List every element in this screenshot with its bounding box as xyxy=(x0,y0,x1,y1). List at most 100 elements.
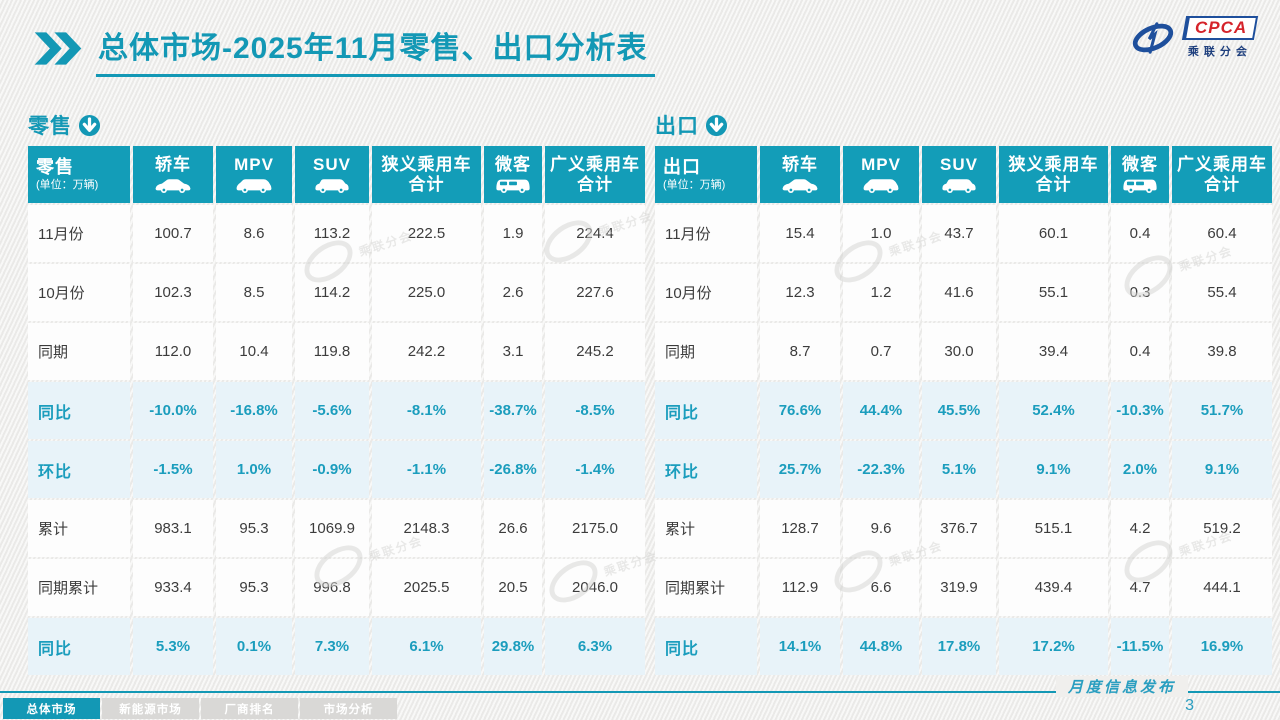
data-cell: 222.5 xyxy=(372,205,481,262)
column-label: 狭义乘用车 xyxy=(1008,154,1099,174)
data-cell: 439.4 xyxy=(999,559,1108,616)
data-cell: 224.4 xyxy=(545,205,645,262)
cpca-acronym: CPCA xyxy=(1194,18,1247,37)
column-header-1: MPV xyxy=(843,146,919,203)
data-cell: 519.2 xyxy=(1172,500,1272,557)
data-cell: 376.7 xyxy=(922,500,996,557)
column-header-3: 狭义乘用车 合计 xyxy=(999,146,1108,203)
column-header-1: MPV xyxy=(216,146,292,203)
page-title-rest: -2025年11月零售、出口分析表 xyxy=(222,32,648,65)
column-label: 广义乘用车 xyxy=(1177,154,1267,174)
data-cell: -16.8% xyxy=(216,382,292,439)
row-label: 环比 xyxy=(28,441,130,498)
page-header: 总体市场-2025年11月零售、出口分析表 xyxy=(32,30,656,77)
data-cell: -8.1% xyxy=(372,382,481,439)
data-cell: -26.8% xyxy=(484,441,542,498)
row-label: 同比 xyxy=(28,618,130,675)
column-header-5: 广义乘用车 合计 xyxy=(1172,146,1272,203)
column-label: 合计 xyxy=(1204,174,1240,194)
data-cell: 15.4 xyxy=(760,205,840,262)
data-cell: -1.4% xyxy=(545,441,645,498)
column-label: SUV xyxy=(313,155,351,175)
circle-down-arrow-icon xyxy=(705,114,728,136)
row-label: 10月份 xyxy=(655,264,757,321)
cpca-name: 乘联分会 xyxy=(1187,46,1252,58)
row-label: 环比 xyxy=(655,441,757,498)
data-cell: 102.3 xyxy=(133,264,213,321)
data-cell: -1.1% xyxy=(372,441,481,498)
column-label: 微客 xyxy=(495,155,531,175)
cpca-logo-text: CPCA 乘联分会 xyxy=(1181,16,1259,59)
tab-market-analysis[interactable]: 市场分析 xyxy=(300,698,397,719)
data-cell: 51.7% xyxy=(1172,382,1272,439)
microvan-icon xyxy=(496,179,530,193)
data-cell: 25.7% xyxy=(760,441,840,498)
data-cell: 95.3 xyxy=(216,559,292,616)
data-cell: -10.0% xyxy=(133,382,213,439)
retail-corner-cell: 零售 (单位：万辆) xyxy=(28,146,130,203)
column-header-2: SUV xyxy=(922,146,996,203)
tab-oem-ranking[interactable]: 厂商排名 xyxy=(201,698,298,719)
data-cell: 29.8% xyxy=(484,618,542,675)
column-label: 合计 xyxy=(577,174,613,194)
data-cell: 245.2 xyxy=(545,323,645,380)
data-cell: 5.1% xyxy=(922,441,996,498)
data-cell: 319.9 xyxy=(922,559,996,616)
data-cell: 0.7 xyxy=(843,323,919,380)
data-cell: -8.5% xyxy=(545,382,645,439)
data-cell: 2.0% xyxy=(1111,441,1169,498)
sedan-icon xyxy=(155,179,191,193)
data-cell: 6.3% xyxy=(545,618,645,675)
row-label: 同期 xyxy=(28,323,130,380)
column-header-0: 轿车 xyxy=(760,146,840,203)
suv-icon xyxy=(942,179,976,193)
data-cell: 0.3 xyxy=(1111,264,1169,321)
data-cell: 8.7 xyxy=(760,323,840,380)
sedan-icon xyxy=(782,179,818,193)
export-table: 出口 (单位：万辆) 轿车 MPV SUV 狭义乘用车 合计 微客 广义乘用车 合计 11月份 1… xyxy=(655,146,1272,675)
mpv-icon xyxy=(863,179,899,193)
cpca-acronym-box: CPCA xyxy=(1181,16,1259,40)
data-cell: 9.6 xyxy=(843,500,919,557)
tab-nev-market[interactable]: 新能源市场 xyxy=(102,698,199,719)
data-cell: 1.9 xyxy=(484,205,542,262)
data-cell: 100.7 xyxy=(133,205,213,262)
data-cell: 1069.9 xyxy=(295,500,369,557)
row-label: 同期累计 xyxy=(28,559,130,616)
data-cell: 4.2 xyxy=(1111,500,1169,557)
data-cell: 933.4 xyxy=(133,559,213,616)
data-cell: 52.4% xyxy=(999,382,1108,439)
data-cell: -10.3% xyxy=(1111,382,1169,439)
data-cell: 95.3 xyxy=(216,500,292,557)
column-label: SUV xyxy=(940,155,978,175)
data-cell: 128.7 xyxy=(760,500,840,557)
cpca-logo: CPCA 乘联分会 xyxy=(1129,16,1259,59)
microvan-icon xyxy=(1123,179,1157,193)
data-cell: 60.4 xyxy=(1172,205,1272,262)
data-cell: 45.5% xyxy=(922,382,996,439)
data-cell: 44.4% xyxy=(843,382,919,439)
tab-overall-market[interactable]: 总体市场 xyxy=(3,698,100,719)
data-cell: 8.6 xyxy=(216,205,292,262)
data-cell: 2148.3 xyxy=(372,500,481,557)
column-header-5: 广义乘用车 合计 xyxy=(545,146,645,203)
column-label: MPV xyxy=(861,155,901,175)
retail-section-text: 零售 xyxy=(28,115,72,138)
data-cell: 9.1% xyxy=(1172,441,1272,498)
suv-icon xyxy=(315,179,349,193)
cpca-swoosh-icon xyxy=(1132,21,1173,54)
data-cell: 76.6% xyxy=(760,382,840,439)
data-cell: 0.4 xyxy=(1111,323,1169,380)
double-chevron-icon xyxy=(34,32,82,65)
data-cell: 26.6 xyxy=(484,500,542,557)
export-corner-unit: (单位：万辆) xyxy=(663,179,726,192)
data-cell: 16.9% xyxy=(1172,618,1272,675)
data-cell: 225.0 xyxy=(372,264,481,321)
column-label: 狭义乘用车 xyxy=(381,154,472,174)
footer-note: 月度信息发布 xyxy=(1055,676,1188,697)
data-cell: 14.1% xyxy=(760,618,840,675)
retail-table: 零售 (单位：万辆) 轿车 MPV SUV 狭义乘用车 合计 微客 广义乘用车 合计 11月份 1… xyxy=(28,146,645,675)
row-label: 同比 xyxy=(655,382,757,439)
data-cell: 17.8% xyxy=(922,618,996,675)
data-cell: 112.0 xyxy=(133,323,213,380)
